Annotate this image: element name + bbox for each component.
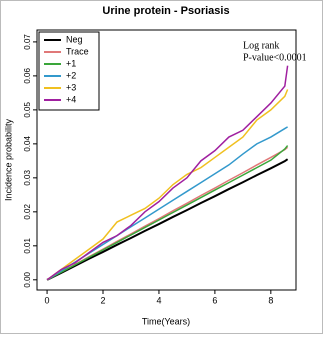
y-tick-label: 0.05 (23, 102, 32, 118)
y-tick-label: 0.06 (23, 68, 32, 84)
legend-label: +1 (66, 58, 76, 68)
annotation: Log rank (243, 40, 279, 51)
y-tick-label: 0.03 (23, 170, 32, 186)
x-tick-label: 4 (156, 295, 161, 305)
legend-label: +3 (66, 82, 76, 92)
y-tick-label: 0.00 (23, 271, 32, 287)
series-line (46, 65, 289, 281)
y-tick-label: 0.07 (23, 34, 32, 50)
x-tick-label: 8 (268, 295, 273, 305)
legend-label: Neg (66, 34, 83, 44)
y-axis-label: Incidence probability (3, 118, 13, 201)
legend-label: +4 (66, 94, 76, 104)
x-tick-label: 2 (101, 295, 106, 305)
y-tick-label: 0.02 (23, 203, 32, 219)
x-tick-label: 6 (212, 295, 217, 305)
y-tick-label: 0.04 (23, 136, 32, 152)
chart-title: Urine protein - Psoriasis (102, 5, 229, 17)
series-line (46, 145, 289, 281)
plot-area (36, 29, 297, 291)
legend-label: +2 (66, 70, 76, 80)
series-line (46, 89, 289, 281)
y-tick-label: 0.01 (23, 237, 32, 253)
x-tick-label: 0 (45, 295, 50, 305)
annotation: P-value<0.0001 (243, 52, 307, 63)
series-line (46, 158, 289, 281)
legend-label: Trace (66, 46, 89, 56)
x-axis-label: Time(Years) (142, 316, 190, 326)
legend-box (38, 31, 100, 111)
